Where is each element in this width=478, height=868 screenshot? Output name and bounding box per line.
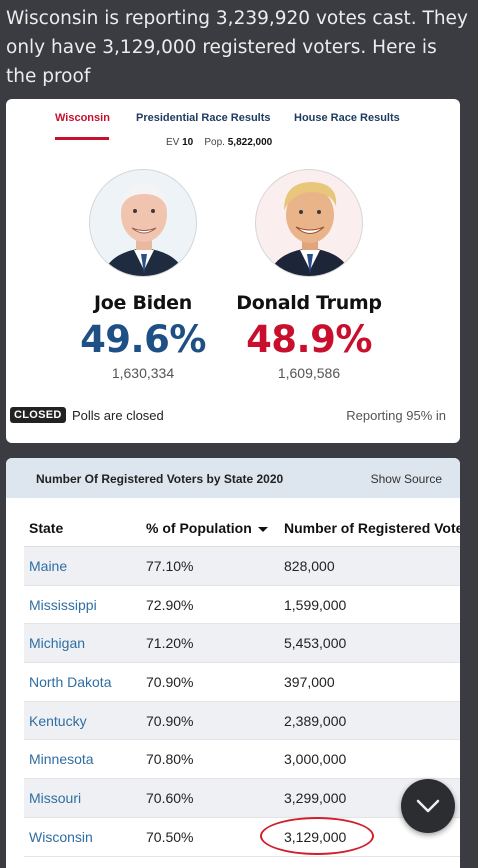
election-results-card: Wisconsin Presidential Race Results Hous… [6,99,460,443]
table-row: North Dakota 70.90% 397,000 [24,663,460,702]
registered-voters-card: Number Of Registered Voters by State 202… [6,458,460,868]
percent-cell: 71.20% [146,635,194,652]
column-header-percent[interactable]: % of Population [146,520,268,536]
post-text: Wisconsin is reporting 3,239,920 votes c… [6,8,468,87]
candidate-biden[interactable]: Joe Biden 49.6% 1,630,334 [63,169,223,381]
ev-value: 10 [182,137,194,148]
polls-status-text: Polls are closed [72,408,164,423]
table-row: Michigan 71.20% 5,453,000 [24,624,460,664]
status-badge: CLOSED [10,407,66,423]
table-row: Mississippi 72.90% 1,599,000 [24,586,460,625]
tab-presidential-race-results[interactable]: Presidential Race Results [136,112,271,124]
percent-cell: 70.90% [146,712,194,729]
state-link[interactable]: North Dakota [29,674,112,691]
pop-label: Pop. [204,137,225,148]
table-row: Maine 77.10% 828,000 [24,547,460,586]
number-cell: 397,000 [284,674,335,691]
percent-cell: 70.90% [146,674,194,691]
poll-status-row: CLOSED Polls are closed Reporting 95% in [10,406,446,426]
table-row: Missouri 70.60% 3,299,000 [24,779,460,818]
number-cell: 3,000,000 [284,751,347,768]
candidate-percent-biden: 49.6% [80,318,206,361]
candidate-votes-biden: 1,630,334 [111,365,175,381]
active-tab-indicator [55,137,109,140]
state-link[interactable]: Minnesota [29,751,94,768]
card-header: Number Of Registered Voters by State 202… [6,458,460,498]
number-cell: 2,389,000 [284,712,347,729]
state-link[interactable]: Kentucky [29,712,87,729]
ev-label: EV [166,137,180,148]
state-link[interactable]: Wisconsin [29,828,93,845]
scroll-down-button[interactable] [401,779,455,833]
card-title: Number Of Registered Voters by State 202… [36,472,284,486]
candidate-votes-trump: 1,609,586 [277,365,341,381]
number-cell: 3,299,000 [284,790,347,807]
ev-population-line: EV 10 Pop. 5,822,000 [166,137,272,148]
pop-value: 5,822,000 [227,137,273,148]
highlight-circle-annotation [260,817,374,855]
voters-table: State % of Population Number of Register… [24,509,460,857]
show-source-link[interactable]: Show Source [370,472,442,486]
table-row: Kentucky 70.90% 2,389,000 [24,701,460,741]
column-header-number[interactable]: Number of Registered Voters [284,520,460,536]
state-link[interactable]: Maine [29,558,68,574]
percent-cell: 72.90% [146,596,194,613]
percent-cell: 70.50% [146,828,194,845]
table-header: State % of Population Number of Register… [24,509,460,547]
state-link[interactable]: Michigan [29,635,86,652]
candidate-name-biden: Joe Biden [94,292,192,314]
number-cell: 1,599,000 [284,596,347,613]
percent-cell: 70.60% [146,790,194,807]
candidate-percent-trump: 48.9% [246,318,372,361]
number-cell: 5,453,000 [284,635,347,652]
percent-cell: 70.80% [146,751,194,768]
candidate-photo-biden [89,169,197,277]
column-header-state[interactable]: State [29,520,64,536]
results-tabs: Wisconsin Presidential Race Results Hous… [6,99,460,143]
number-cell: 828,000 [284,558,335,574]
reporting-status: Reporting 95% in [346,408,446,423]
tab-wisconsin[interactable]: Wisconsin [55,112,110,124]
sort-desc-icon [257,526,268,532]
state-link[interactable]: Missouri [29,790,82,807]
chevron-down-icon [416,799,440,813]
table-row: Minnesota 70.80% 3,000,000 [24,740,460,780]
candidate-name-trump: Donald Trump [236,292,382,314]
candidate-trump[interactable]: Donald Trump 48.9% 1,609,586 [229,169,389,381]
table-row: Wisconsin 70.50% 3,129,000 [24,818,460,857]
column-header-percent-label: % of Population [146,520,252,536]
state-link[interactable]: Mississippi [29,596,97,613]
percent-cell: 77.10% [146,558,194,574]
candidate-photo-trump [255,169,363,277]
tab-house-race-results[interactable]: House Race Results [294,112,400,124]
